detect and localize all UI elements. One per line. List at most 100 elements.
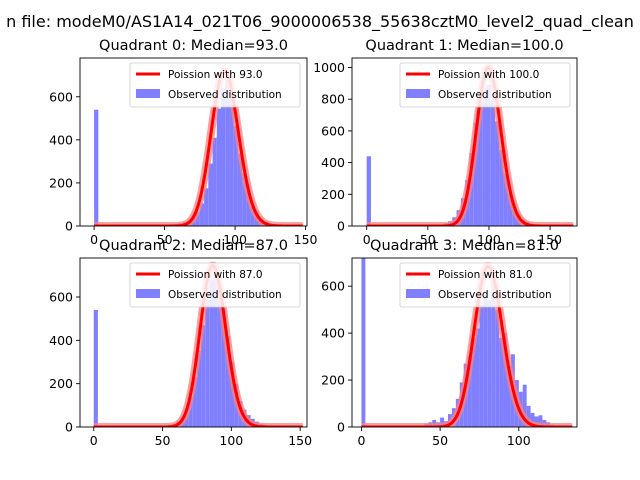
histogram-bar — [490, 99, 496, 226]
legend-box — [399, 62, 571, 108]
poisson-curve — [94, 69, 303, 226]
y-tick-label: 0 — [337, 420, 345, 435]
x-tick-label: 100 — [507, 433, 531, 448]
histogram-bar — [250, 205, 255, 226]
histogram-bar — [229, 362, 235, 427]
histogram-bar — [216, 108, 221, 226]
legend-bar-swatch — [406, 289, 430, 298]
y-tick-label: 600 — [49, 290, 73, 305]
histogram-bar — [475, 328, 480, 427]
subplot-q0: Quadrant 0: Median=93.0 0 50 100 150 0 200 400 6… — [49, 38, 317, 247]
x-tick-label: 0 — [363, 232, 371, 247]
x-tick-label: 50 — [420, 232, 436, 247]
histogram-bar — [221, 308, 226, 427]
y-tick-label: 200 — [321, 187, 345, 202]
legend-bar-swatch — [136, 89, 160, 98]
legend-observed-label: Observed distribution — [168, 89, 282, 101]
x-tick-label: 100 — [477, 232, 501, 247]
y-tick-label: 600 — [321, 123, 345, 138]
histogram-bar — [487, 300, 492, 427]
histogram-bar — [94, 109, 99, 226]
x-tick-label: 50 — [157, 232, 173, 247]
x-tick-label: 100 — [223, 232, 247, 247]
histogram-bar — [503, 173, 508, 226]
histogram-bar — [361, 258, 366, 427]
x-tick-label: 150 — [288, 433, 312, 448]
histogram-bar — [213, 275, 218, 427]
y-tick-label: 0 — [65, 420, 73, 435]
histogram-bar — [220, 88, 226, 226]
histogram-bar — [473, 122, 478, 226]
x-tick-label: 50 — [155, 433, 171, 448]
axes-frame — [351, 257, 578, 428]
legend-observed-label: Observed distribution — [168, 289, 282, 301]
legend: Poission with 87.0 Observed distribution — [129, 262, 301, 308]
histogram-bar — [471, 337, 476, 427]
axes-frame — [79, 257, 308, 428]
y-tick-label: 200 — [321, 373, 345, 388]
histogram-bar — [196, 351, 202, 427]
subplot-q2: Quadrant 2: Median=87.0 0 50 100 150 0 200 400 6… — [49, 238, 312, 448]
histogram-bar — [526, 405, 531, 427]
histogram-bar — [495, 309, 500, 427]
y-tick-label: 200 — [49, 175, 73, 190]
histogram-bar — [440, 417, 445, 427]
histogram-bar — [538, 415, 543, 427]
subplot-q1: Quadrant 1: Median=100.0 0 50 100 150 0 200 400… — [313, 38, 578, 247]
legend-box — [129, 62, 301, 108]
figure-suptitle: n file: modeM0/AS1A14_021T06_9000006538_… — [6, 12, 634, 32]
histogram-bar — [93, 310, 98, 427]
histogram-bar — [530, 412, 535, 427]
histogram-bar — [467, 356, 472, 427]
axes-frame — [79, 57, 308, 227]
histogram-bar — [201, 325, 206, 427]
histogram-bar — [237, 153, 243, 226]
legend-observed-label: Observed distribution — [438, 289, 552, 301]
histogram-bar — [503, 333, 507, 427]
histogram-bar — [209, 279, 214, 427]
histogram-bar — [483, 290, 488, 427]
y-tick-label: 400 — [321, 326, 345, 341]
y-tick-label: 400 — [49, 132, 73, 147]
histogram-bar — [188, 396, 193, 427]
x-tick-label: 0 — [90, 232, 98, 247]
subplot-title: Quadrant 1: Median=100.0 — [365, 38, 563, 54]
y-tick-label: 1000 — [313, 60, 345, 75]
histogram-bar — [212, 137, 217, 226]
subplot-q3: Quadrant 3: Median=81.0 0 50 100 0 200 400 600 P… — [321, 238, 578, 448]
subplot-title: Quadrant 0: Median=93.0 — [99, 38, 288, 54]
legend-poisson-label: Poission with 100.0 — [438, 69, 539, 81]
y-tick-label: 600 — [321, 279, 345, 294]
subplot-title: Quadrant 3: Median=81.0 — [370, 238, 559, 254]
histogram-bar — [225, 79, 230, 226]
histogram-bar — [204, 188, 209, 226]
histogram-bar — [522, 384, 527, 427]
histogram-bar — [495, 121, 500, 226]
y-tick-label: 400 — [49, 333, 73, 348]
histogram-bar — [225, 336, 230, 427]
legend-poisson-label: Poission with 87.0 — [168, 269, 263, 281]
x-tick-label: 100 — [219, 433, 243, 448]
x-tick-label: 50 — [432, 433, 448, 448]
legend-box — [129, 262, 301, 308]
histogram-bar — [482, 88, 487, 226]
histogram-bar — [246, 190, 251, 226]
legend-poisson-label: Poission with 81.0 — [438, 269, 533, 281]
y-tick-label: 0 — [337, 219, 345, 234]
y-tick-label: 0 — [65, 219, 73, 234]
histogram-bar — [506, 365, 511, 427]
legend: Poission with 100.0 Observed distribution — [399, 62, 571, 108]
y-tick-label: 800 — [321, 92, 345, 107]
x-tick-label: 150 — [538, 232, 562, 247]
histogram-bar — [205, 299, 210, 427]
histogram-bar — [208, 163, 213, 226]
legend-poisson-label: Poission with 93.0 — [168, 69, 263, 81]
histogram-bar — [499, 149, 504, 226]
histogram-bar — [242, 173, 247, 226]
axes-frame — [351, 57, 578, 227]
plot-area — [359, 258, 575, 427]
plot-area — [91, 66, 306, 226]
y-tick-label: 200 — [49, 376, 73, 391]
legend-observed-label: Observed distribution — [438, 89, 552, 101]
